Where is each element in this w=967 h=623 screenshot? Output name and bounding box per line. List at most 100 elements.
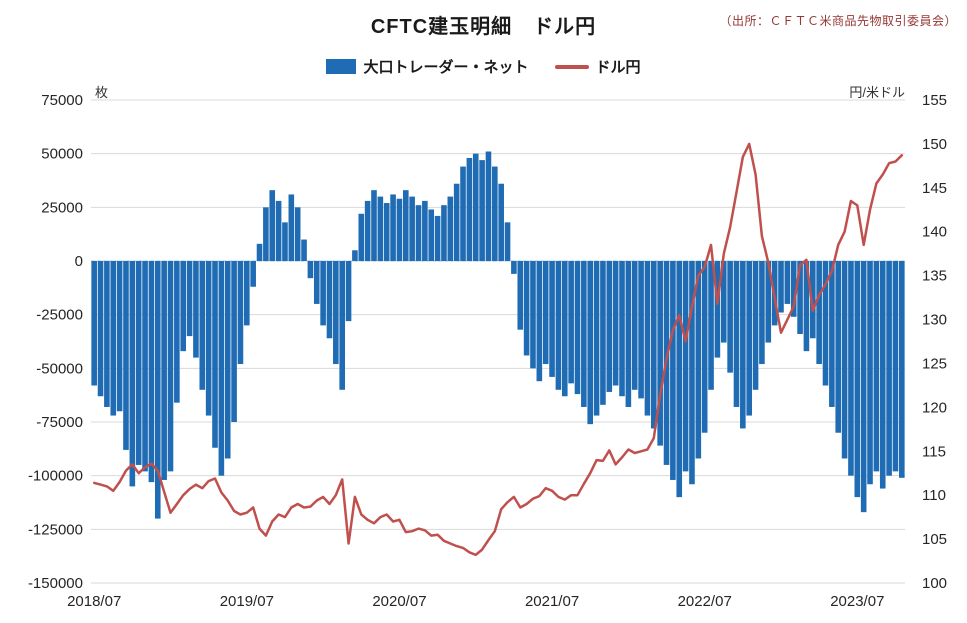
net-position-bar (313, 261, 320, 304)
svg-text:2023/07: 2023/07 (830, 593, 884, 610)
net-position-bar (263, 207, 269, 261)
net-position-bar (250, 261, 256, 287)
legend-item-usdjpy: ドル円 (554, 56, 641, 77)
net-position-bar (377, 196, 384, 261)
svg-text:130: 130 (922, 312, 947, 329)
net-position-bar (116, 261, 123, 412)
net-position-bar (727, 261, 733, 373)
net-position-bar (231, 261, 237, 422)
net-position-bar (536, 261, 543, 382)
net-position-bar (282, 222, 288, 261)
net-position-bar (625, 261, 632, 407)
net-position-bar (441, 205, 447, 261)
net-position-bar (879, 261, 886, 489)
net-position-bar (517, 261, 524, 330)
svg-text:125: 125 (922, 355, 947, 372)
svg-text:2021/07: 2021/07 (525, 593, 579, 610)
net-position-bar (784, 261, 791, 304)
net-position-bar (809, 261, 816, 339)
svg-text:145: 145 (922, 180, 947, 197)
net-position-bar (651, 261, 657, 429)
svg-text:2022/07: 2022/07 (678, 593, 732, 610)
net-position-bar (237, 261, 244, 365)
net-position-bar (301, 239, 307, 261)
svg-text:135: 135 (922, 268, 947, 285)
net-position-bar (154, 261, 161, 519)
right-axis-unit: 円/米ドル (849, 85, 905, 100)
net-position-bar (740, 261, 746, 429)
net-position-bar (485, 151, 492, 261)
net-position-bar (409, 196, 415, 261)
net-position-bar (523, 261, 530, 356)
net-position-bar (333, 261, 339, 365)
net-position-bar (402, 190, 409, 261)
net-position-bar (695, 261, 702, 459)
net-position-bar (867, 261, 873, 485)
net-position-bar (91, 261, 97, 386)
legend-item-net: 大口トレーダー・ネット (326, 56, 529, 77)
net-position-bar (682, 261, 689, 472)
net-position-bar (587, 261, 594, 425)
net-position-bar (593, 261, 600, 416)
svg-text:-150000: -150000 (28, 575, 83, 592)
net-position-bar (504, 222, 511, 261)
net-position-bar (835, 261, 842, 433)
net-position-bar (224, 261, 231, 459)
net-position-bar (460, 166, 466, 261)
net-position-bar (670, 261, 676, 480)
net-position-bar (383, 203, 390, 261)
net-position-bar (396, 198, 403, 261)
net-position-bar (422, 200, 428, 261)
net-position-bar (765, 261, 772, 343)
net-position-bar (428, 209, 435, 261)
net-position-bar (161, 261, 167, 480)
net-position-bar (816, 261, 822, 365)
net-position-bar (549, 261, 555, 377)
net-position-bar (364, 200, 371, 261)
left-axis-unit: 枚 (95, 85, 109, 100)
net-position-bar (733, 261, 740, 407)
net-position-bar (326, 261, 333, 339)
net-position-bar (167, 261, 174, 472)
net-position-bar (294, 207, 301, 261)
net-position-bar (708, 261, 714, 390)
x-axis-labels: 2018/07 2019/07 2020/07 2021/07 2022/07 2023/… (67, 593, 884, 610)
svg-text:-100000: -100000 (28, 468, 83, 485)
net-position-bar (689, 261, 695, 485)
svg-text:-25000: -25000 (36, 307, 83, 324)
svg-text:115: 115 (922, 443, 946, 460)
net-position-bar (829, 261, 835, 407)
net-position-bar (752, 261, 759, 390)
net-position-bar (244, 261, 250, 326)
net-position-bar (555, 261, 562, 390)
net-position-bar (803, 261, 810, 352)
net-position-bar (631, 261, 638, 390)
net-position-bar (288, 194, 295, 261)
net-position-bar (434, 215, 441, 261)
net-position-bar (574, 261, 581, 395)
svg-text:150: 150 (922, 136, 947, 153)
net-position-bar (110, 261, 117, 416)
net-position-bar (841, 261, 848, 459)
net-position-bar (860, 261, 867, 513)
net-position-bar (778, 261, 784, 313)
net-position-bar (186, 261, 193, 337)
net-position-bar (205, 261, 212, 416)
net-position-bar (320, 261, 326, 326)
net-position-bar (873, 261, 880, 472)
net-position-bar (148, 261, 155, 483)
net-position-bar (135, 261, 142, 465)
net-position-bar (542, 261, 549, 365)
net-position-bar (472, 153, 479, 261)
right-axis-labels: 155 150 145 140 135 130 125 120 115 110 105 100 (922, 92, 947, 592)
svg-text:105: 105 (922, 531, 947, 548)
bar-swatch-icon (326, 59, 357, 74)
svg-text:110: 110 (922, 487, 946, 504)
svg-text:-125000: -125000 (28, 521, 83, 538)
svg-text:25000: 25000 (41, 199, 83, 216)
net-position-bar (371, 190, 377, 261)
net-position-bar (498, 183, 504, 261)
net-position-bar (390, 194, 396, 261)
usdjpy-line (92, 142, 904, 557)
